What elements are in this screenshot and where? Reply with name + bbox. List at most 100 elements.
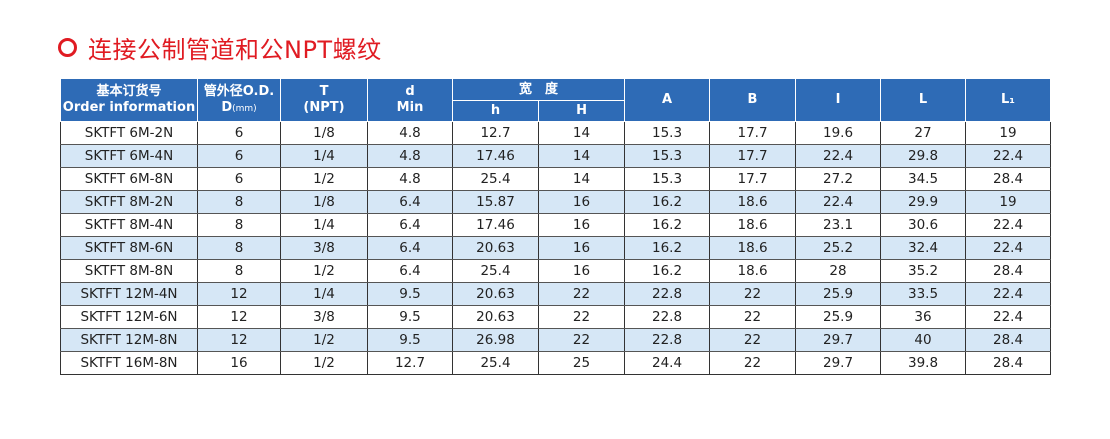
cell-l1: 19 — [965, 121, 1052, 145]
cell-order: SKTFT 12M-8N — [60, 328, 198, 352]
cell-l: 30.6 — [880, 213, 967, 237]
cell-order: SKTFT 6M-2N — [60, 121, 198, 145]
col-header-t-label: T — [319, 84, 329, 99]
header-row-1: 基本订货号 Order information 管外径O.D. D(mm) T … — [60, 78, 1052, 122]
cell-b: 18.6 — [709, 190, 797, 214]
cell-i: 29.7 — [795, 328, 882, 352]
cell-t: 1/2 — [280, 259, 368, 283]
table-row: SKTFT 6M-4N 6 1/4 4.8 17.46 14 15.3 17.7 22.4 29.… — [60, 144, 1052, 168]
cell-b: 22 — [709, 351, 797, 375]
cell-h-big: 16 — [537, 259, 626, 283]
cell-i: 25.9 — [795, 305, 882, 329]
cell-t: 1/2 — [280, 167, 368, 191]
cell-od: 6 — [197, 144, 281, 168]
cell-od: 6 — [197, 167, 281, 191]
cell-od: 8 — [197, 259, 281, 283]
cell-l: 39.8 — [880, 351, 967, 375]
cell-h-big: 16 — [537, 236, 626, 260]
col-header-order-cn: 基本订货号 — [96, 84, 162, 99]
section-title: 连接公制管道和公NPT螺纹 — [58, 30, 382, 64]
cell-l1: 28.4 — [965, 328, 1052, 352]
cell-h-small: 25.4 — [452, 167, 539, 191]
cell-d: 12.7 — [367, 351, 453, 375]
cell-a: 24.4 — [624, 351, 711, 375]
col-header-l: L — [880, 78, 967, 122]
cell-l1: 22.4 — [965, 305, 1052, 329]
cell-d: 9.5 — [367, 305, 453, 329]
cell-h-big: 22 — [537, 305, 626, 329]
cell-l: 33.5 — [880, 282, 967, 306]
cell-i: 29.7 — [795, 351, 882, 375]
cell-t: 1/2 — [280, 351, 368, 375]
cell-order: SKTFT 8M-8N — [60, 259, 198, 283]
table-row: SKTFT 8M-4N 8 1/4 6.4 17.46 16 16.2 18.6 23.1 30.… — [60, 213, 1052, 237]
cell-l: 34.5 — [880, 167, 967, 191]
cell-order: SKTFT 6M-8N — [60, 167, 198, 191]
cell-d: 6.4 — [367, 259, 453, 283]
cell-h-small: 25.4 — [452, 351, 539, 375]
cell-b: 17.7 — [709, 167, 797, 191]
cell-l: 40 — [880, 328, 967, 352]
table-row: SKTFT 16M-8N 16 1/2 12.7 25.4 25 24.4 22 29.7 39.… — [60, 351, 1052, 375]
cell-l1: 22.4 — [965, 213, 1052, 237]
cell-i: 25.2 — [795, 236, 882, 260]
cell-h-small: 17.46 — [452, 144, 539, 168]
cell-h-big: 22 — [537, 282, 626, 306]
cell-od: 12 — [197, 282, 281, 306]
col-header-order: 基本订货号 Order information — [60, 78, 198, 122]
col-header-t-sub: (NPT) — [303, 100, 345, 115]
cell-a: 16.2 — [624, 190, 711, 214]
cell-l: 35.2 — [880, 259, 967, 283]
cell-t: 1/4 — [280, 144, 368, 168]
cell-l1: 22.4 — [965, 144, 1052, 168]
cell-d: 4.8 — [367, 144, 453, 168]
cell-t: 1/2 — [280, 328, 368, 352]
cell-i: 25.9 — [795, 282, 882, 306]
table-row: SKTFT 12M-6N 12 3/8 9.5 20.63 22 22.8 22 25.9 36 2… — [60, 305, 1052, 329]
col-header-od-d: D — [221, 99, 233, 115]
cell-l: 29.8 — [880, 144, 967, 168]
spec-table: 基本订货号 Order information 管外径O.D. D(mm) T … — [60, 78, 1052, 375]
cell-t: 3/8 — [280, 305, 368, 329]
cell-l1: 28.4 — [965, 351, 1052, 375]
cell-t: 1/8 — [280, 190, 368, 214]
col-header-t: T (NPT) — [280, 78, 368, 122]
cell-l1: 22.4 — [965, 282, 1052, 306]
cell-b: 22 — [709, 305, 797, 329]
col-header-od-unit: (mm) — [232, 103, 257, 114]
col-header-a: A — [624, 78, 711, 122]
cell-order: SKTFT 8M-4N — [60, 213, 198, 237]
cell-b: 18.6 — [709, 259, 797, 283]
table-row: SKTFT 8M-6N 8 3/8 6.4 20.63 16 16.2 18.6 25.2 32.… — [60, 236, 1052, 260]
cell-l1: 28.4 — [965, 259, 1052, 283]
cell-d: 4.8 — [367, 167, 453, 191]
cell-d: 6.4 — [367, 213, 453, 237]
cell-order: SKTFT 8M-6N — [60, 236, 198, 260]
cell-t: 1/4 — [280, 213, 368, 237]
cell-h-small: 20.63 — [452, 305, 539, 329]
cell-order: SKTFT 6M-4N — [60, 144, 198, 168]
col-header-b: B — [709, 78, 797, 122]
cell-a: 16.2 — [624, 213, 711, 237]
cell-i: 22.4 — [795, 190, 882, 214]
cell-h-small: 26.98 — [452, 328, 539, 352]
cell-l: 36 — [880, 305, 967, 329]
col-header-d-label: d — [405, 84, 415, 99]
table-row: SKTFT 8M-8N 8 1/2 6.4 25.4 16 16.2 18.6 28 35.2 28… — [60, 259, 1052, 283]
cell-h-small: 17.46 — [452, 213, 539, 237]
cell-b: 22 — [709, 282, 797, 306]
circle-bullet-icon — [58, 37, 77, 57]
section-title-text: 连接公制管道和公NPT螺纹 — [88, 35, 382, 64]
col-header-od: 管外径O.D. D(mm) — [197, 78, 281, 122]
cell-l: 29.9 — [880, 190, 967, 214]
cell-od: 8 — [197, 213, 281, 237]
cell-b: 17.7 — [709, 121, 797, 145]
table-row: SKTFT 12M-8N 12 1/2 9.5 26.98 22 22.8 22 29.7 40 2… — [60, 328, 1052, 352]
cell-a: 15.3 — [624, 167, 711, 191]
col-header-od-cn: 管外径O.D. — [203, 83, 275, 99]
col-header-d: d Min — [367, 78, 453, 122]
cell-d: 9.5 — [367, 282, 453, 306]
col-header-h-small: h — [452, 100, 539, 122]
col-header-d-sub: Min — [396, 100, 424, 115]
col-header-l1: L₁ — [965, 78, 1052, 122]
